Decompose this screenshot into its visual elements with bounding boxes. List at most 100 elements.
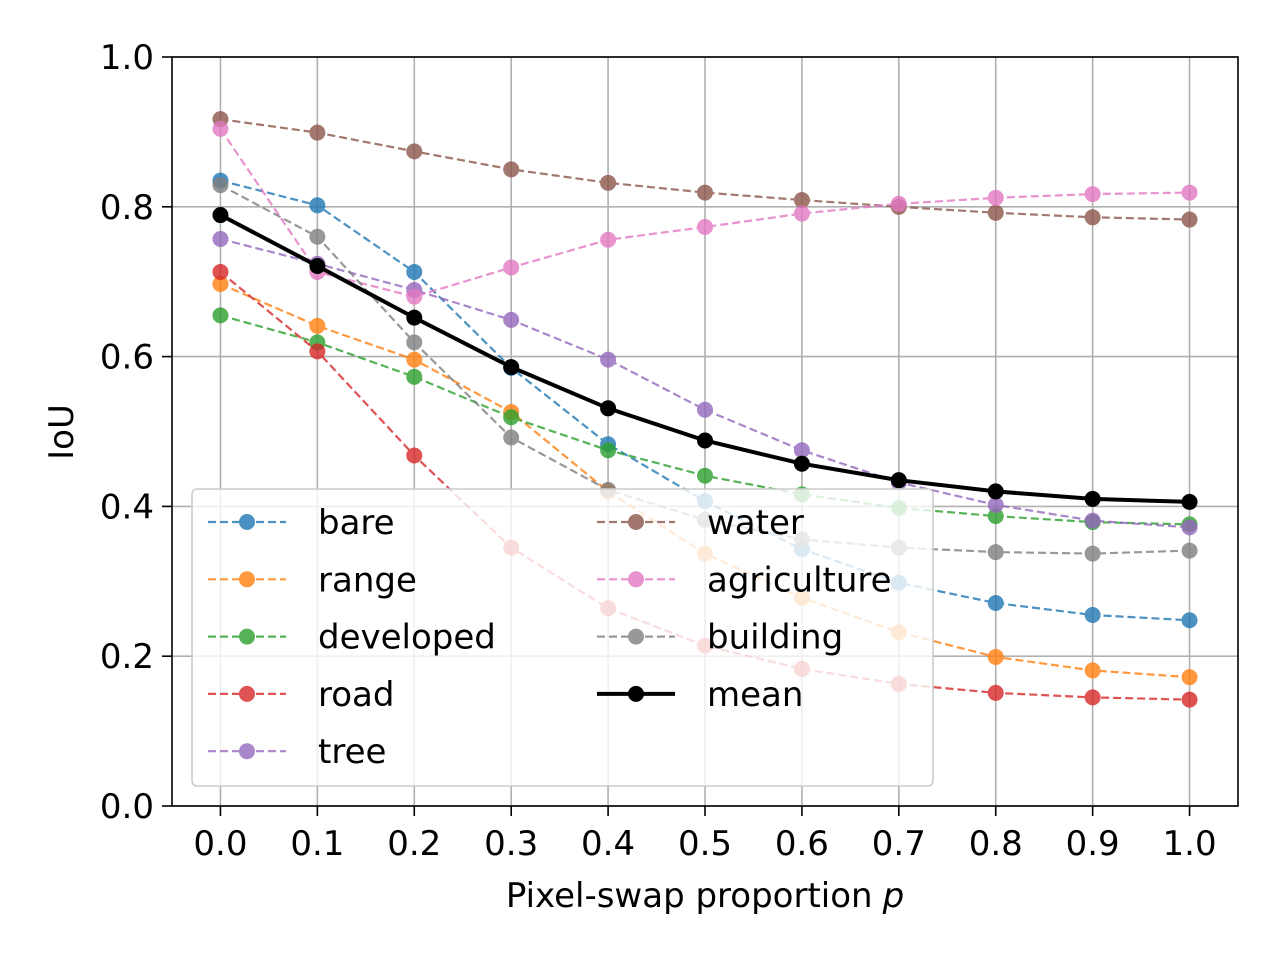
legend-marker-bare — [239, 514, 255, 530]
point-building-8 — [987, 544, 1004, 561]
legend-item-water: water — [597, 503, 804, 543]
point-building-0 — [212, 177, 229, 194]
point-bare-2 — [406, 263, 423, 280]
y-tick-label-4: 0.8 — [100, 188, 154, 228]
point-agriculture-3 — [503, 259, 520, 276]
legend-marker-mean — [628, 685, 644, 702]
x-tick-label-8: 0.8 — [969, 824, 1023, 864]
point-agriculture-4 — [600, 231, 617, 248]
point-building-10 — [1181, 542, 1198, 559]
point-tree-10 — [1181, 519, 1198, 536]
point-developed-3 — [503, 409, 520, 426]
point-water-3 — [503, 161, 520, 178]
x-axis-label: Pixel-swap proportion p — [506, 876, 904, 916]
legend-swatch-building — [597, 628, 675, 645]
point-mean-5 — [697, 432, 713, 449]
x-tick-label-2: 0.2 — [387, 824, 441, 864]
x-tick-label-3: 0.3 — [484, 824, 538, 864]
legend-item-bare: bare — [208, 503, 395, 543]
point-mean-7 — [890, 472, 907, 489]
legend-marker-developed — [239, 628, 255, 645]
x-axis-label-text: Pixel-swap proportion — [506, 876, 873, 916]
point-road-2 — [406, 447, 423, 464]
point-agriculture-8 — [987, 189, 1004, 206]
point-tree-3 — [503, 311, 520, 328]
point-road-0 — [212, 263, 229, 280]
point-bare-1 — [309, 197, 326, 214]
point-developed-0 — [212, 307, 229, 324]
point-range-1 — [309, 317, 326, 334]
y-axis-label: IoU — [42, 404, 82, 460]
point-bare-10 — [1181, 612, 1198, 629]
legend-item-agriculture: agriculture — [597, 560, 892, 600]
point-mean-8 — [987, 483, 1004, 500]
point-tree-8 — [987, 496, 1004, 513]
y-tick-label-5: 1.0 — [100, 38, 154, 78]
point-mean-6 — [793, 455, 810, 472]
y-tick-label-2: 0.4 — [100, 487, 154, 527]
point-range-0 — [212, 275, 229, 292]
point-agriculture-10 — [1181, 184, 1198, 201]
legend-box — [191, 488, 934, 787]
x-tick-label-6: 0.6 — [775, 824, 829, 864]
y-tick-label-3: 0.6 — [100, 338, 154, 378]
x-tick-label-4: 0.4 — [581, 824, 635, 864]
legend-label-tree: tree — [318, 732, 386, 772]
legend-swatch-range — [208, 571, 286, 588]
series-line-water — [220, 118, 1190, 221]
point-tree-4 — [600, 351, 617, 368]
point-mean-0 — [212, 207, 229, 224]
legend-label-water: water — [707, 503, 804, 543]
point-range-9 — [1084, 662, 1101, 679]
legend-item-range: range — [208, 560, 417, 600]
series-line-tree — [220, 237, 1190, 529]
point-mean-10 — [1181, 493, 1198, 510]
point-developed-8 — [987, 508, 1004, 525]
legend-label-agriculture: agriculture — [707, 560, 892, 600]
point-water-5 — [697, 184, 713, 201]
point-building-2 — [406, 334, 423, 351]
legend-label-mean: mean — [707, 675, 803, 715]
point-water-9 — [1084, 209, 1101, 226]
point-mean-1 — [309, 257, 326, 274]
point-building-3 — [503, 429, 520, 446]
point-mean-9 — [1084, 490, 1101, 507]
point-road-10 — [1181, 691, 1198, 708]
legend-item-building: building — [597, 618, 843, 658]
point-tree-5 — [697, 401, 713, 418]
legend-swatch-tree — [208, 743, 286, 760]
legend-swatch-water — [597, 514, 675, 530]
legend-item-tree: tree — [208, 732, 386, 772]
point-road-1 — [309, 343, 326, 360]
legend-swatch-bare — [208, 514, 286, 530]
point-tree-6 — [793, 442, 810, 459]
legend-label-building: building — [707, 618, 843, 658]
point-agriculture-6 — [793, 205, 810, 222]
legend: bare range developed road tree water agricultu… — [191, 488, 934, 787]
point-road-8 — [987, 684, 1004, 701]
x-tick-label-5: 0.5 — [678, 824, 732, 864]
legend-item-developed: developed — [208, 618, 496, 658]
legend-item-road: road — [208, 675, 394, 715]
point-range-8 — [987, 648, 1004, 665]
point-water-6 — [793, 192, 810, 209]
legend-marker-road — [239, 685, 255, 702]
point-agriculture-0 — [212, 120, 229, 137]
point-water-1 — [309, 124, 326, 141]
point-range-10 — [1181, 669, 1198, 686]
point-developed-4 — [600, 442, 617, 459]
axis-ticks: 0.0 0.1 0.2 0.3 0.4 0.5 0.6 0.7 0.8 0.9 1.0 0.0 0.2 0… — [100, 38, 1217, 864]
point-mean-2 — [406, 309, 423, 326]
legend-label-range: range — [318, 560, 417, 600]
point-building-9 — [1084, 545, 1101, 562]
legend-swatch-mean — [597, 685, 675, 702]
x-tick-label-9: 0.9 — [1066, 824, 1120, 864]
point-range-2 — [406, 351, 423, 368]
point-water-8 — [987, 204, 1004, 221]
x-tick-label-10: 1.0 — [1163, 824, 1217, 864]
point-mean-4 — [600, 400, 617, 417]
point-agriculture-2 — [406, 288, 423, 305]
point-agriculture-7 — [890, 195, 907, 212]
legend-marker-building — [628, 628, 644, 645]
